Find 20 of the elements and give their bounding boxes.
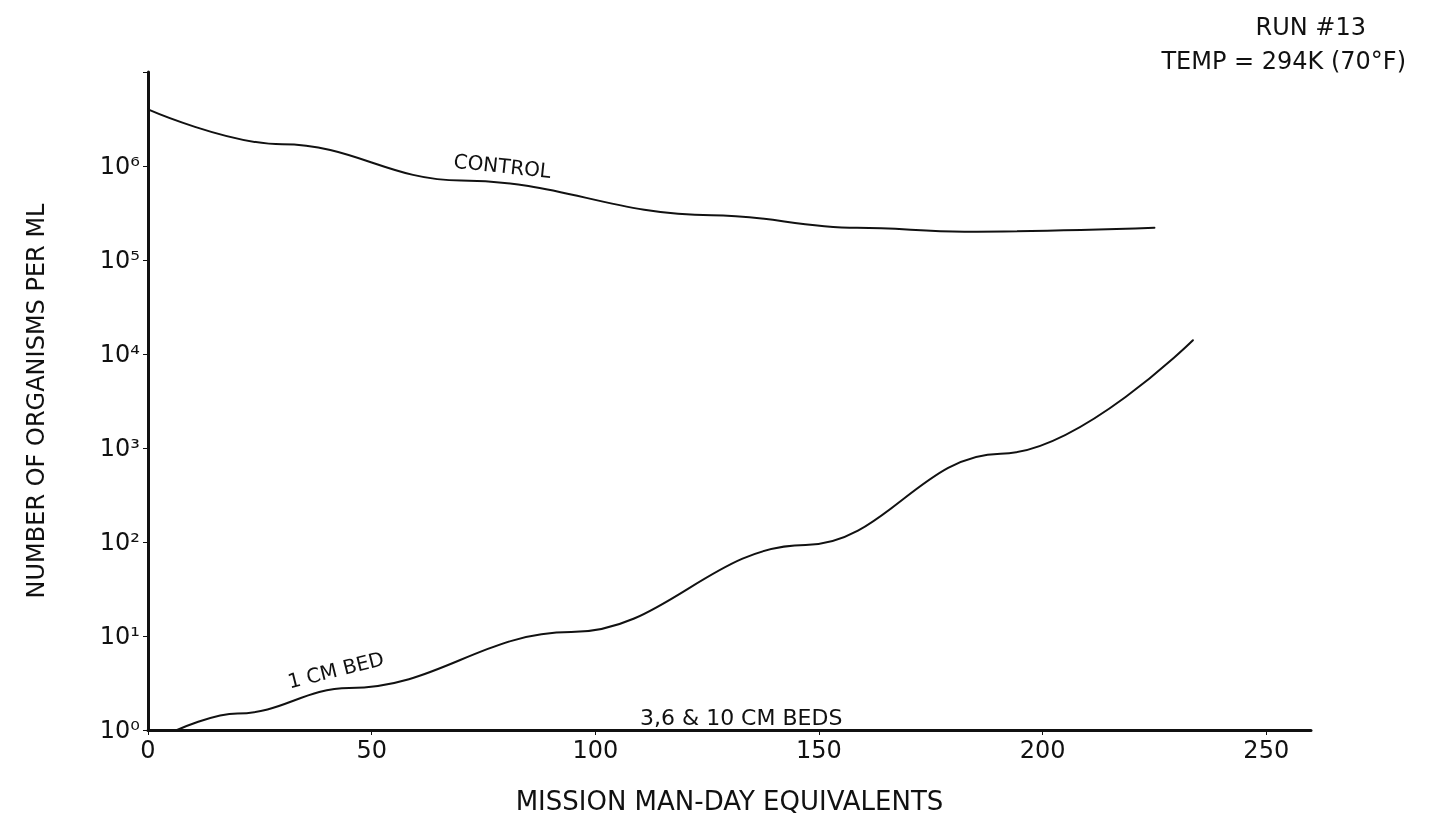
y-tick-label: 10⁰ — [99, 716, 140, 744]
y-axis-title: NUMBER OF ORGANISMS PER ML — [22, 202, 50, 599]
x-tick-label: 50 — [356, 736, 387, 764]
chart-title: RUN #13 — [1255, 13, 1367, 41]
text: 1 CM BED — [285, 646, 387, 694]
y-tick-label: 10¹ — [99, 622, 140, 650]
x-axis-title: MISSION MAN-DAY EQUIVALENTS — [515, 786, 944, 816]
y-tick-label: 10⁴ — [99, 340, 140, 368]
y-tick-label: 10² — [99, 528, 140, 556]
x-tick-label: 0 — [140, 736, 156, 764]
annotation: 3,6 & 10 CM BEDS — [640, 704, 843, 730]
y-tick-label: 10⁶ — [99, 152, 140, 180]
x-tick-label: 200 — [1019, 736, 1066, 764]
text: CONTROL — [452, 148, 554, 183]
x-tick-label: 100 — [572, 736, 619, 764]
y-tick-label: 10³ — [99, 434, 140, 462]
x-tick-label: 250 — [1243, 736, 1290, 764]
y-tick-label: 10⁵ — [99, 246, 140, 274]
chart-subtitle: TEMP = 294K (70°F) — [1160, 47, 1407, 75]
x-tick-label: 150 — [796, 736, 842, 764]
